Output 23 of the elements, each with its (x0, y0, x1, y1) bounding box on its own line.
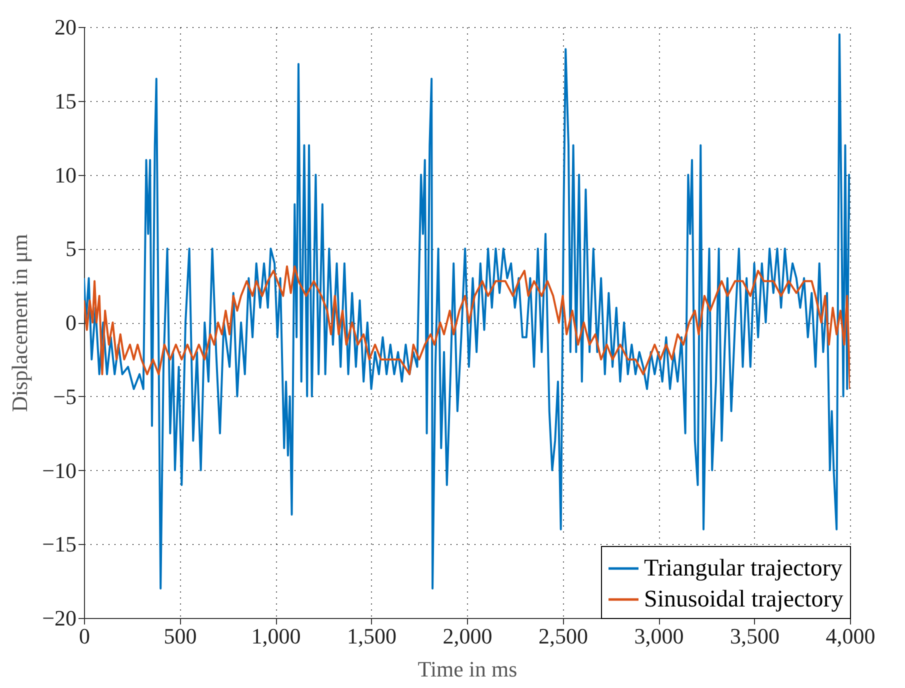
x-tick-label: 1,500 (347, 624, 396, 648)
y-tick-label: 20 (54, 14, 76, 40)
y-tick-label: −15 (42, 532, 76, 557)
line-series (84, 33, 850, 590)
y-tick-label: 15 (54, 88, 76, 114)
x-tick-label: 3,500 (730, 624, 780, 648)
y-tick-label: 5 (66, 236, 76, 262)
x-axis-title: Time in ms (418, 656, 518, 682)
x-tick-label: 1,000 (251, 624, 301, 648)
line-series (84, 265, 850, 390)
x-tick-label: 2,500 (538, 624, 588, 648)
y-tick-label: −10 (42, 458, 76, 483)
legend-label: Triangular trajectory (644, 556, 842, 582)
y-axis-title: Displacement in μm (7, 234, 32, 412)
y-tick-label: 10 (54, 162, 76, 188)
y-tick-label: 0 (66, 310, 76, 335)
y-tick-label: −20 (42, 606, 76, 630)
x-tick-label: 500 (164, 624, 197, 648)
x-tick-label: 3,000 (634, 624, 684, 648)
y-tick-label: −5 (53, 384, 76, 409)
x-tick-label: 4,000 (826, 624, 876, 648)
x-tick-label: 2,000 (442, 624, 492, 648)
legend-label: Sinusoidal trajectory (644, 586, 844, 612)
